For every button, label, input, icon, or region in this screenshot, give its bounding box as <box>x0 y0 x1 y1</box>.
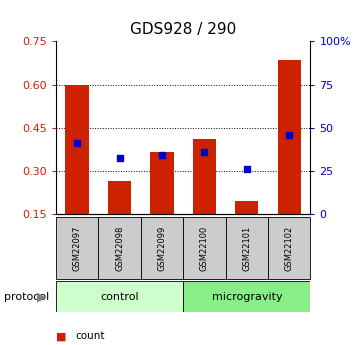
Bar <box>235 201 258 214</box>
Point <box>286 132 292 138</box>
Text: ▶: ▶ <box>37 290 46 303</box>
Text: GSM22100: GSM22100 <box>200 226 209 271</box>
Title: GDS928 / 290: GDS928 / 290 <box>130 22 236 38</box>
Bar <box>193 139 216 214</box>
Text: GSM22102: GSM22102 <box>285 226 294 271</box>
Text: GSM22097: GSM22097 <box>73 226 82 271</box>
Bar <box>226 217 268 279</box>
Bar <box>278 60 301 214</box>
Bar <box>56 281 183 312</box>
Text: control: control <box>100 292 139 302</box>
Bar <box>65 85 89 214</box>
Text: ■: ■ <box>56 332 66 341</box>
Bar <box>108 181 131 214</box>
Point <box>117 155 122 160</box>
Bar <box>141 217 183 279</box>
Text: count: count <box>76 332 105 341</box>
Bar <box>150 152 174 214</box>
Text: GSM22101: GSM22101 <box>242 226 251 271</box>
Point <box>244 167 250 172</box>
Point <box>201 149 207 155</box>
Text: protocol: protocol <box>4 292 49 302</box>
Text: microgravity: microgravity <box>212 292 282 302</box>
Bar <box>268 217 310 279</box>
Text: GSM22098: GSM22098 <box>115 226 124 271</box>
Bar <box>183 217 226 279</box>
Bar <box>183 281 310 312</box>
Bar <box>98 217 141 279</box>
Text: GSM22099: GSM22099 <box>157 226 166 271</box>
Point <box>74 141 80 146</box>
Point <box>159 152 165 158</box>
Bar <box>56 217 98 279</box>
